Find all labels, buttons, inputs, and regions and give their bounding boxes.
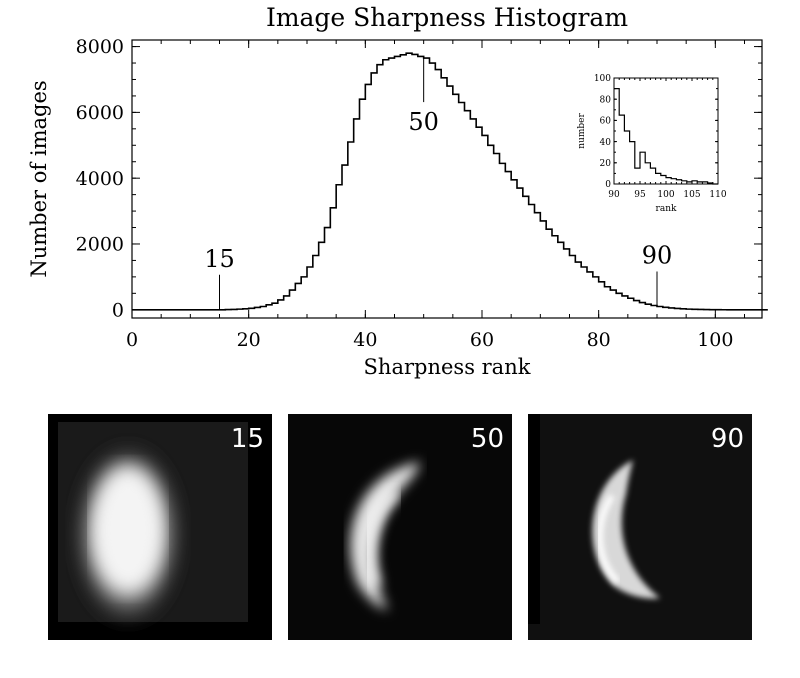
- annotation-label: 15: [204, 245, 235, 273]
- inset-y-tick-label: 80: [600, 95, 612, 105]
- inset-x-tick-label: 100: [657, 190, 674, 200]
- x-axis-title: Sharpness rank: [364, 355, 531, 379]
- inset-y-tick-label: 0: [605, 180, 611, 190]
- main-chart: 0 20 40 60 80 100 0 2000 4000 6000 8000 Image Sharp…: [27, 3, 768, 379]
- image-label-90: 90: [710, 424, 744, 454]
- x-tick-label: 0: [126, 329, 138, 351]
- image-panel-15: 15: [48, 414, 272, 640]
- inset-y-tick-label: 20: [600, 159, 612, 169]
- x-tick-label: 80: [587, 329, 611, 351]
- inset-y-axis-title: number: [577, 113, 587, 149]
- annotation-label: 90: [642, 241, 673, 269]
- planet-image-50: [288, 414, 512, 640]
- inset-y-tick-label: 60: [600, 117, 612, 127]
- chart-title: Image Sharpness Histogram: [266, 3, 628, 32]
- x-tick-label: 100: [697, 329, 733, 351]
- inset-x-tick-label: 95: [634, 190, 646, 200]
- inset-x-tick-label: 90: [608, 190, 620, 200]
- y-axis-title: Number of images: [27, 80, 51, 277]
- inset-histogram-series: [614, 88, 718, 185]
- annotation-label: 50: [408, 108, 439, 136]
- image-label-50: 50: [470, 424, 504, 454]
- image-label-15: 15: [230, 424, 264, 454]
- planet-image-90: [528, 414, 752, 640]
- planet-image-15: [58, 422, 248, 622]
- inset-x-tick-label: 105: [683, 190, 700, 200]
- image-panel-90: 90: [528, 414, 752, 640]
- x-tick-label: 20: [237, 329, 261, 351]
- image-panel-50: 50: [288, 414, 512, 640]
- histogram-series: [132, 52, 768, 311]
- y-tick-label: 0: [112, 299, 124, 321]
- y-tick-label: 4000: [76, 168, 124, 190]
- x-tick-label: 40: [353, 329, 377, 351]
- y-tick-label: 8000: [76, 36, 124, 58]
- x-tick-label: 60: [470, 329, 494, 351]
- plot-frame: [131, 39, 763, 319]
- y-tick-label: 2000: [76, 234, 124, 256]
- inset-y-tick-label: 100: [594, 74, 611, 84]
- y-tick-label: 6000: [76, 102, 124, 124]
- inset-y-tick-label: 40: [600, 138, 612, 148]
- inset-x-tick-label: 110: [709, 190, 726, 200]
- inset-x-axis-title: rank: [656, 204, 677, 214]
